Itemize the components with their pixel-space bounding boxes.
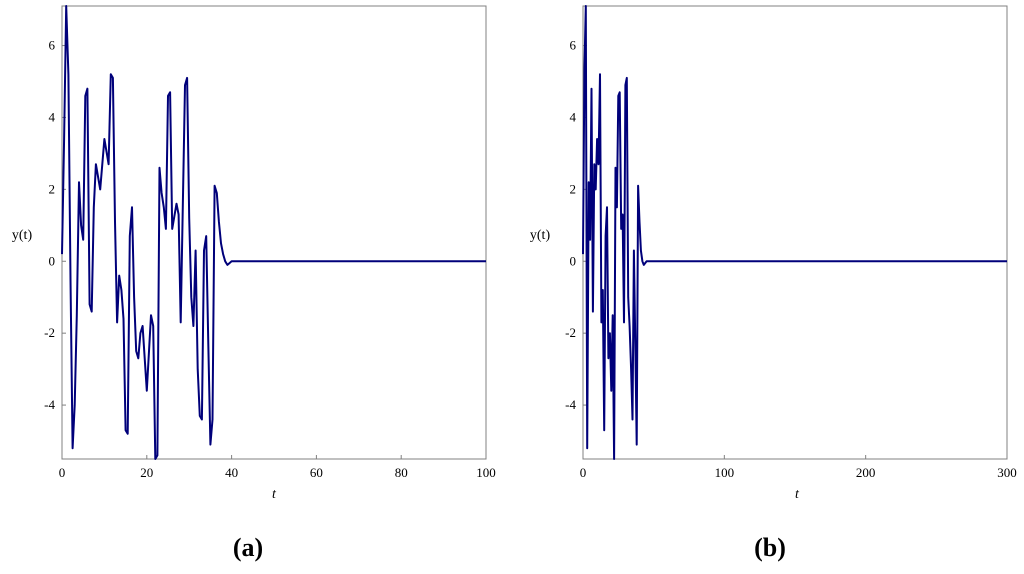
y-tick-label: -2 xyxy=(44,325,55,340)
y-tick-label: 0 xyxy=(49,253,56,268)
y-axis-label-b: y(t) xyxy=(530,228,551,243)
series-line-a xyxy=(61,5,486,460)
panel-a: -4 -2 0 2 4 6 0 20 40 60 80 100 y(t) t (a) xyxy=(12,5,496,562)
panel-b: -4 -2 0 2 4 6 0 100 200 300 y(t) t (b) xyxy=(530,5,1017,562)
y-tick-label: -2 xyxy=(565,325,576,340)
panel-label-b: (b) xyxy=(754,533,786,562)
x-tick-label: 100 xyxy=(476,465,496,480)
x-tick-label: 100 xyxy=(715,465,735,480)
y-tick-label: 2 xyxy=(49,181,56,196)
series-line-b xyxy=(582,5,1007,460)
x-tick-label: 0 xyxy=(59,465,66,480)
panel-label-a: (a) xyxy=(233,533,263,562)
x-tick-label: 200 xyxy=(856,465,876,480)
x-tick-label: 300 xyxy=(997,465,1017,480)
y-tick-label: 6 xyxy=(570,38,577,53)
x-ticks-a: 0 20 40 60 80 100 xyxy=(59,455,496,480)
y-axis-label-a: y(t) xyxy=(12,228,33,243)
y-tick-label: -4 xyxy=(565,397,576,412)
y-tick-label: 4 xyxy=(570,109,577,124)
y-tick-label: 2 xyxy=(570,181,577,196)
x-tick-label: 20 xyxy=(140,465,153,480)
x-ticks-b: 0 100 200 300 xyxy=(580,455,1017,480)
x-axis-label-b: t xyxy=(795,487,800,502)
x-tick-label: 0 xyxy=(580,465,587,480)
y-tick-label: -4 xyxy=(44,397,55,412)
plot-frame-b xyxy=(582,5,1008,460)
y-tick-label: 6 xyxy=(49,38,56,53)
y-tick-label: 4 xyxy=(49,109,56,124)
x-axis-label-a: t xyxy=(272,487,277,502)
x-tick-label: 80 xyxy=(395,465,408,480)
y-tick-label: 0 xyxy=(570,253,577,268)
x-tick-label: 60 xyxy=(310,465,323,480)
x-tick-label: 40 xyxy=(225,465,238,480)
